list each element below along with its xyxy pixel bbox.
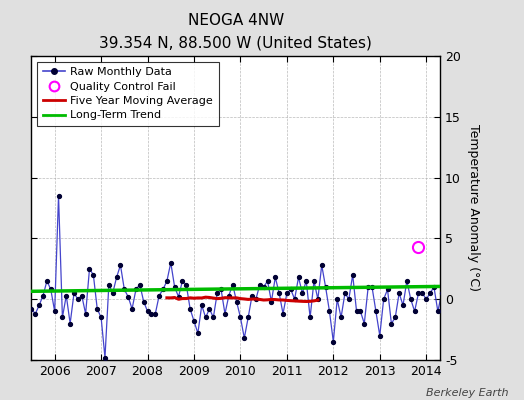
Text: Berkeley Earth: Berkeley Earth <box>426 388 508 398</box>
Title: NEOGA 4NW
39.354 N, 88.500 W (United States): NEOGA 4NW 39.354 N, 88.500 W (United Sta… <box>100 14 372 51</box>
Legend: Raw Monthly Data, Quality Control Fail, Five Year Moving Average, Long-Term Tren: Raw Monthly Data, Quality Control Fail, … <box>37 62 219 126</box>
Y-axis label: Temperature Anomaly (°C): Temperature Anomaly (°C) <box>467 124 481 292</box>
